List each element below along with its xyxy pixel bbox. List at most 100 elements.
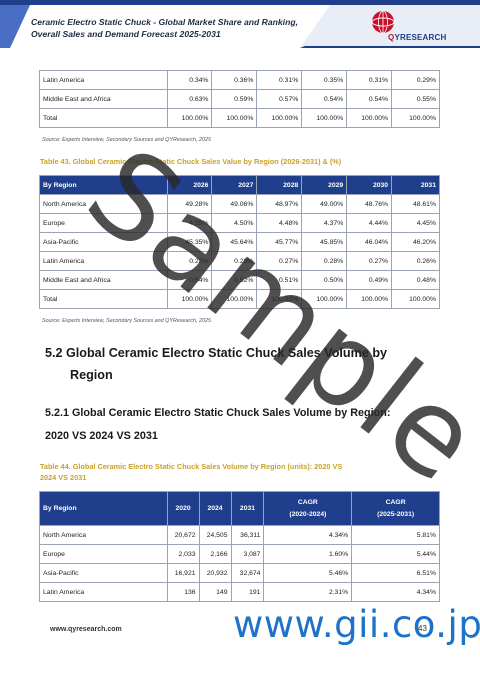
section-heading-5-2-1: 5.2.1 Global Ceramic Electro Static Chuc… [45, 402, 445, 448]
table-cell: 0.26% [391, 251, 440, 271]
table-cell: 48.76% [346, 194, 393, 214]
table-row: North America 20,672 24,505 36,311 4.34% 5.81… [39, 525, 440, 545]
table-cell: 191 [230, 582, 265, 602]
table-44-caption-line2: 2024 VS 2031 [40, 473, 87, 482]
table-cell: 46.20% [391, 232, 440, 252]
table-cell: 0.48% [391, 270, 440, 290]
header-title-line1: Ceramic Electro Static Chuck - Global Ma… [31, 17, 298, 27]
table-cell: 0.27% [256, 251, 303, 271]
table-cell: 0.55% [391, 89, 440, 109]
table-cell: 0.35% [301, 70, 348, 90]
table-cell: 45.85% [301, 232, 348, 252]
gii-watermark: www.gii.co.jp [233, 603, 480, 646]
table-cell: 100.00% [301, 108, 348, 128]
row-label: North America [39, 525, 168, 545]
table-cell: 24,505 [198, 525, 232, 545]
table-row: Latin America 0.34% 0.36% 0.31% 0.35% 0.31% 0.… [39, 70, 440, 90]
row-label: North America [39, 194, 168, 214]
table-cell: 100.00% [301, 289, 348, 309]
table-43-header-region: By Region [39, 175, 168, 195]
table-43-header-year: 2029 [301, 175, 348, 195]
table-row: Middle East and Africa 0.54% 0.52% 0.51% 0.5… [39, 270, 440, 290]
table-cell: 16,921 [166, 563, 200, 583]
table-row: Middle East and Africa 0.63% 0.59% 0.57% 0.5… [39, 89, 440, 109]
table-cell: 0.51% [256, 270, 303, 290]
table-cell: 3,087 [230, 544, 265, 564]
table-cell: 4.34% [263, 525, 353, 545]
table-cell: 0.36% [211, 70, 258, 90]
table-cell: 2,033 [166, 544, 200, 564]
table-cell: 4.55% [166, 213, 213, 233]
table-cell: 100.00% [346, 289, 393, 309]
table-cell: 4.45% [391, 213, 440, 233]
table-cell: 4.48% [256, 213, 303, 233]
section-heading-5-2: 5.2 Global Ceramic Electro Static Chuck … [45, 342, 445, 386]
section-heading-5-2-1-line1: 5.2.1 Global Ceramic Electro Static Chuc… [45, 407, 391, 419]
cagr1-label: CAGR [297, 498, 318, 506]
table-cell: 49.06% [211, 194, 258, 214]
table-cell: 100.00% [391, 108, 440, 128]
page-header: Ceramic Electro Static Chuck - Global Ma… [0, 0, 480, 48]
table-row: Europe 4.55% 4.50% 4.48% 4.37% 4.44% 4.45% [39, 213, 440, 233]
table-cell: 0.29% [391, 70, 440, 90]
table-cell: 100.00% [211, 108, 258, 128]
table-44-header-2024: 2024 [198, 491, 232, 526]
table-cell: 48.97% [256, 194, 303, 214]
table-cell: 1.60% [263, 544, 353, 564]
table-row: North America 49.28% 49.06% 48.97% 49.00% 48.… [39, 194, 440, 214]
table-cell: 49.28% [166, 194, 213, 214]
section-heading-5-2-1-line2: 2020 VS 2024 VS 2031 [45, 430, 158, 442]
header-title-line2: Overall Sales and Demand Forecast 2025-2… [31, 29, 221, 39]
table-43-header-year: 2028 [256, 175, 303, 195]
qyresearch-logo-icon [371, 10, 395, 34]
table-44-header-2020: 2020 [166, 491, 200, 526]
header-title: Ceramic Electro Static Chuck - Global Ma… [31, 16, 331, 40]
table-cell: 100.00% [256, 289, 303, 309]
table-43-header-year: 2030 [346, 175, 393, 195]
table-cell: 45.77% [256, 232, 303, 252]
cagr1-range: (2020-2024) [289, 510, 327, 518]
table-cell: 100.00% [166, 108, 213, 128]
table-cell: 48.61% [391, 194, 440, 214]
table-row: Latin America 136 149 191 2.31% 4.34% [39, 582, 440, 602]
row-label: Total [39, 289, 168, 309]
table-row: Latin America 0.28% 0.28% 0.27% 0.28% 0.27% 0.… [39, 251, 440, 271]
table-44-header-cagr-2020-2024: CAGR (2020-2024) [263, 491, 353, 526]
table-cell: 100.00% [391, 289, 440, 309]
table-cell: 0.31% [346, 70, 393, 90]
row-label: Latin America [39, 70, 168, 90]
table-cell: 136 [166, 582, 200, 602]
table-cell: 20,932 [198, 563, 232, 583]
table-cell: 20,672 [166, 525, 200, 545]
logo-q: Q [388, 33, 395, 42]
table-row: Asia-Pacific 45.35% 45.64% 45.77% 45.85% 46.0… [39, 232, 440, 252]
row-label: Asia-Pacific [39, 232, 168, 252]
table-cell: 0.54% [166, 270, 213, 290]
table-44-header-2031: 2031 [230, 491, 265, 526]
logo-rest: YRESEARCH [394, 33, 447, 42]
table-44-header-region: By Region [39, 491, 168, 526]
table-cell: 0.57% [256, 89, 303, 109]
table-cell: 100.00% [256, 108, 303, 128]
table-cell: 45.35% [166, 232, 213, 252]
table-cell: 0.28% [301, 251, 348, 271]
table-cell: 4.50% [211, 213, 258, 233]
table-continued: Latin America 0.34% 0.36% 0.31% 0.35% 0.31% 0.… [39, 70, 440, 128]
table-cell: 2,166 [198, 544, 232, 564]
table-cell: 100.00% [166, 289, 213, 309]
table-row: Total 100.00% 100.00% 100.00% 100.00% 100.00%… [39, 108, 440, 128]
table-cell: 0.54% [346, 89, 393, 109]
cagr2-range: (2025-2031) [377, 510, 415, 518]
row-label: Europe [39, 213, 168, 233]
table-cell: 46.04% [346, 232, 393, 252]
table-cell: 45.64% [211, 232, 258, 252]
table-cell: 0.52% [211, 270, 258, 290]
table-cell: 0.27% [346, 251, 393, 271]
table-cell: 0.28% [166, 251, 213, 271]
page-number: 43 [418, 624, 427, 633]
section-heading-5-2-line1: 5.2 Global Ceramic Electro Static Chuck … [45, 346, 388, 360]
source-note-1: Source: Experts Interview, Secondary Sou… [42, 137, 211, 143]
table-cell: 5.46% [263, 563, 353, 583]
table-cell: 0.28% [211, 251, 258, 271]
row-label: Middle East and Africa [39, 270, 168, 290]
